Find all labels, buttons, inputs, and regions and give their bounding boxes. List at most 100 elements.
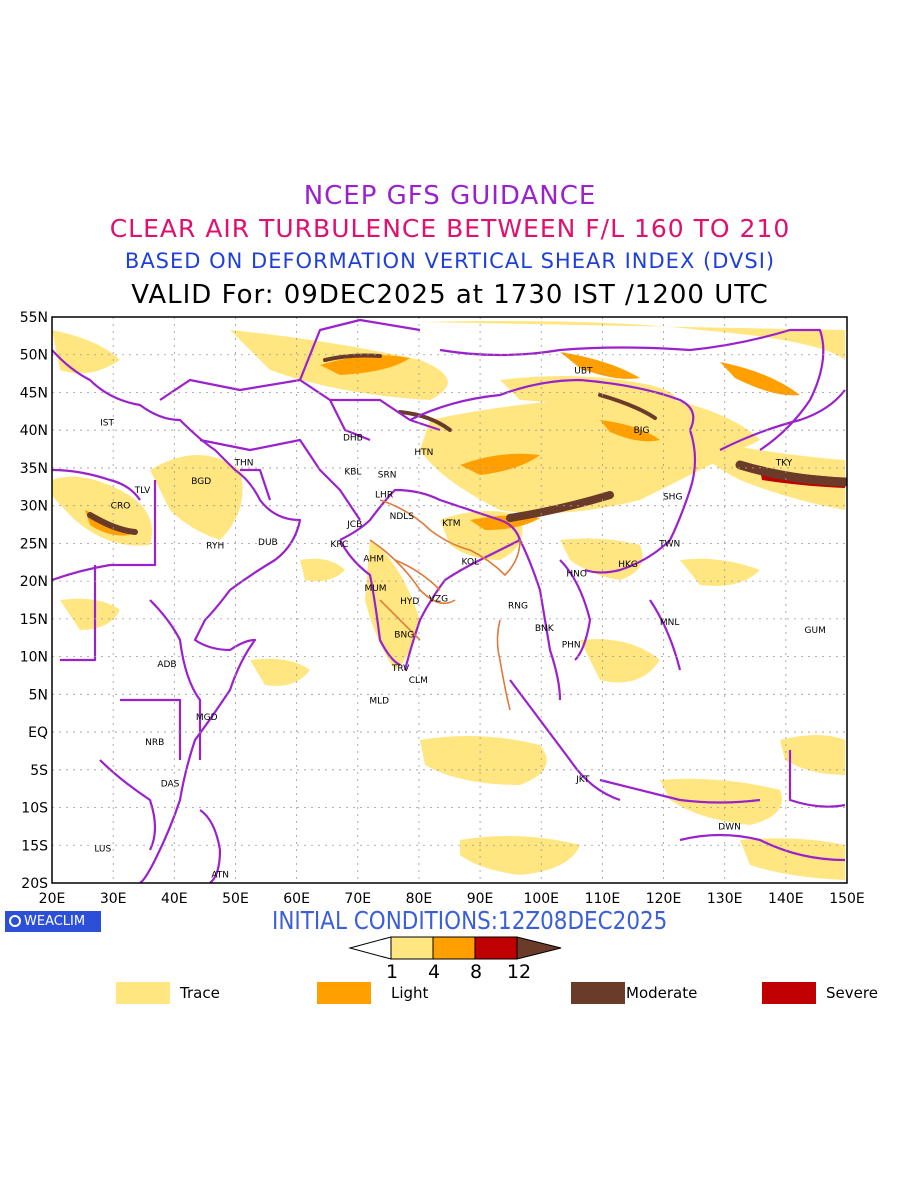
colorbar-min-arrow	[348, 936, 392, 960]
legend-swatch-light	[317, 982, 371, 1004]
legend-label-severe: Severe	[826, 984, 878, 1002]
moderate-areas	[87, 353, 847, 535]
station-code: LHR	[375, 490, 393, 500]
station-code: MUM	[364, 584, 386, 594]
legend-label-light: Light	[391, 984, 429, 1002]
station-code: THN	[234, 459, 254, 469]
title-product: CLEAR AIR TURBULENCE BETWEEN F/L 160 TO …	[109, 214, 791, 243]
longitude-tick-label: 30E	[100, 891, 127, 907]
station-code: BJG	[634, 426, 650, 436]
colorbar	[348, 936, 562, 960]
station-code: IST	[100, 419, 114, 429]
station-code: BGD	[191, 477, 211, 487]
longitude-tick-label: 80E	[406, 891, 433, 907]
weaclim-badge: WEACLIM	[5, 911, 101, 932]
station-code: SHG	[663, 493, 682, 503]
longitude-tick-label: 130E	[707, 891, 743, 907]
station-code: TLV	[134, 486, 152, 496]
india-state-boundaries	[369, 499, 521, 711]
station-code: LUS	[94, 844, 111, 854]
latitude-tick-label: 35N	[20, 461, 48, 477]
latitude-tick-label: 15N	[20, 612, 48, 628]
latitude-tick-label: 45N	[20, 385, 48, 401]
station-code: AHM	[363, 554, 384, 564]
station-labels: UBT IST BJG DHB HTN THN KBL SRN TKY BGD LHR TLV SHG C…	[94, 367, 826, 881]
station-code: MNL	[660, 618, 680, 628]
latitude-labels: 55N 50N 45N 40N 35N 30N 25N 20N 15N 10N 5N EQ 5S 10S 1…	[20, 310, 48, 892]
station-code: UBT	[574, 367, 593, 377]
longitude-tick-label: 100E	[523, 891, 559, 907]
station-code: HTN	[414, 448, 433, 458]
latitude-tick-label: 30N	[20, 499, 48, 515]
title-valid-time: VALID For: 09DEC2025 at 1730 IST /1200 U…	[131, 280, 769, 310]
latitude-tick-label: 40N	[20, 423, 48, 439]
station-code: BNK	[535, 624, 555, 634]
latitude-tick-label: 20S	[21, 876, 48, 892]
colorbar-segment-light	[432, 936, 476, 960]
station-code: DWN	[718, 822, 741, 832]
station-code: TWN	[658, 539, 680, 549]
latitude-tick-label: 25N	[20, 536, 48, 552]
latitude-tick-label: 15S	[21, 838, 48, 854]
station-code: CLM	[409, 676, 428, 686]
weaclim-logo-icon	[9, 915, 21, 927]
station-code: VZG	[429, 594, 448, 604]
station-code: MGD	[196, 713, 218, 723]
title-method: BASED ON DEFORMATION VERTICAL SHEAR INDE…	[124, 249, 776, 273]
longitude-tick-label: 50E	[222, 891, 249, 907]
station-code: KBL	[344, 468, 361, 478]
station-code: BNG	[394, 631, 414, 641]
longitude-tick-label: 70E	[344, 891, 371, 907]
station-code: JCB	[346, 520, 362, 530]
colorbar-tick-8: 8	[469, 961, 483, 983]
latitude-tick-label: 50N	[20, 348, 48, 364]
station-code: TKY	[775, 459, 793, 469]
latitude-tick-label: 55N	[20, 310, 48, 326]
station-code: CRO	[111, 502, 131, 512]
turbulence-layer	[52, 321, 847, 880]
colorbar-segment-trace	[390, 936, 434, 960]
station-code: KOL	[462, 558, 480, 568]
station-code: HKG	[618, 560, 638, 570]
longitude-labels: 20E 30E 40E 50E 60E 70E 80E 90E 100E 110E 120E 130E…	[39, 891, 865, 907]
station-code: TRV	[391, 664, 410, 674]
latitude-tick-label: EQ	[28, 725, 48, 741]
station-code: NRB	[145, 738, 164, 748]
longitude-tick-label: 20E	[39, 891, 66, 907]
colorbar-tick-4: 4	[427, 961, 441, 983]
latitude-tick-label: 20N	[20, 574, 48, 590]
station-code: DAS	[161, 779, 180, 789]
legend-swatch-moderate	[571, 982, 625, 1004]
latitude-tick-label: 5S	[30, 763, 48, 779]
station-code: PHN	[562, 641, 581, 651]
colorbar-max-arrow	[516, 936, 562, 960]
station-code: MLD	[369, 696, 389, 706]
latitude-tick-label: 10S	[21, 801, 48, 817]
weaclim-label: WEACLIM	[24, 914, 86, 929]
latitude-tick-label: 5N	[29, 687, 48, 703]
station-code: RNG	[508, 601, 528, 611]
station-code: SRN	[378, 471, 397, 481]
legend-label-moderate: Moderate	[626, 984, 698, 1002]
station-code: NDLS	[390, 512, 415, 522]
station-code: ADB	[157, 660, 176, 670]
colorbar-tick-12: 12	[506, 961, 532, 983]
station-code: HYD	[400, 597, 419, 607]
colorbar-tick-1: 1	[385, 961, 399, 983]
longitude-tick-label: 40E	[161, 891, 188, 907]
initial-conditions: INITIAL CONDITIONS:12Z08DEC2025	[272, 906, 668, 935]
legend-label-trace: Trace	[180, 984, 220, 1002]
legend-swatch-severe	[762, 982, 816, 1004]
longitude-tick-label: 150E	[829, 891, 865, 907]
station-code: DUB	[258, 538, 278, 548]
latitude-tick-label: 10N	[20, 650, 48, 666]
map-frame	[51, 316, 848, 884]
legend-swatch-trace	[116, 982, 170, 1004]
colorbar-segment-severe	[474, 936, 518, 960]
longitude-tick-label: 110E	[585, 891, 621, 907]
longitude-tick-label: 60E	[283, 891, 310, 907]
station-code: GUM	[805, 626, 826, 636]
longitude-tick-label: 140E	[768, 891, 804, 907]
title-model: NCEP GFS GUIDANCE	[303, 181, 597, 211]
